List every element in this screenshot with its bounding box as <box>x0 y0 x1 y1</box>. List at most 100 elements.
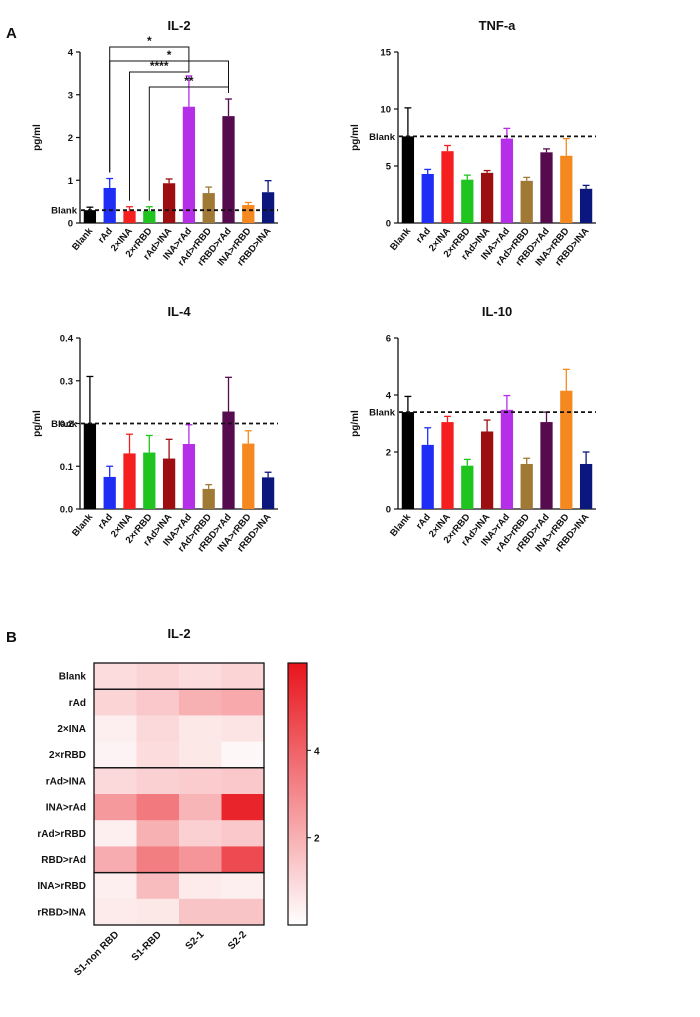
heatmap-cell <box>136 820 180 847</box>
bar-rAd>rRBD <box>202 193 215 223</box>
heatmap-row-label: rAd>INA <box>46 776 86 787</box>
heatmap-cell <box>94 794 137 821</box>
heatmap-cell <box>221 741 265 769</box>
colorbar-tick-label: 4 <box>314 746 320 757</box>
heatmap-cell <box>136 715 180 743</box>
bar-2xINA <box>123 453 136 509</box>
bar-rAd>INA <box>162 183 176 223</box>
significance-label: * <box>147 34 152 48</box>
colorbar <box>287 662 308 926</box>
heatmap-row-label: 2×rRBD <box>49 750 86 761</box>
chart-title: IL-2 <box>167 18 190 33</box>
heatmap-chart: IL-2 Blank rAd 2×INA 2×rRBD rAd>INA INA>rAd rAd… <box>37 626 320 978</box>
y-tick-label: 0.1 <box>60 462 74 473</box>
y-tick-label: 4 <box>386 391 392 402</box>
heatmap-column-label: S2-2 <box>226 929 249 952</box>
significance-label: * <box>167 48 172 62</box>
bar-rAd>INA <box>480 172 494 223</box>
heatmap-cell <box>221 846 265 874</box>
bar-rAd>INA <box>480 431 494 509</box>
blank-reference-label: Blank <box>51 419 78 430</box>
bar-2xrRBD <box>143 211 156 223</box>
heatmap-cell <box>221 820 265 847</box>
heatmap-cell <box>179 846 222 874</box>
bar-INA>rRBD <box>560 155 573 223</box>
heatmap-cell <box>94 689 137 716</box>
heatmap-column-label: S1-non RBD <box>72 929 121 978</box>
heatmap-title: IL-2 <box>167 626 190 641</box>
y-tick-label: 10 <box>380 105 391 116</box>
bar-rAd <box>103 187 116 223</box>
x-tick-label: Blank <box>70 511 96 538</box>
bar-2xrRBD <box>143 452 156 509</box>
y-tick-label: 2 <box>386 448 391 459</box>
bar-rAd>rRBD <box>520 463 533 509</box>
y-tick-label: 5 <box>386 162 392 173</box>
heatmap-row-label: rRBD>INA <box>37 907 86 918</box>
bar-rAd>rRBD <box>520 180 533 223</box>
bar-rRBD>rAd <box>540 422 553 509</box>
bar-2xINA <box>123 211 136 223</box>
heatmap-row-label: rAd <box>69 698 86 709</box>
bar-rRBD>INA <box>261 477 275 509</box>
y-tick-label: 0.4 <box>60 334 74 345</box>
y-axis-label: pg/ml <box>32 410 43 437</box>
heatmap-cell <box>136 898 180 926</box>
bar-blank <box>401 412 415 509</box>
heatmap-row-label: INA>rAd <box>46 803 86 814</box>
heatmap-cell <box>221 715 265 743</box>
bar-2xrRBD <box>461 179 474 223</box>
bar-2xINA <box>441 422 454 509</box>
heatmap-cell <box>179 663 222 690</box>
bar-2xrRBD <box>461 465 474 509</box>
y-tick-label: 0.0 <box>60 505 73 516</box>
x-tick-label: Blank <box>70 225 96 252</box>
bar-rRBD>INA <box>579 463 593 509</box>
y-tick-label: 0 <box>386 219 391 230</box>
chart-title: TNF-a <box>479 18 517 33</box>
heatmap-cell <box>221 898 265 926</box>
bar-rAd>INA <box>162 458 176 509</box>
heatmap-row-label: RBD>rAd <box>41 855 86 866</box>
heatmap-column-label: S1-RBD <box>130 929 164 963</box>
heatmap-cell <box>221 872 265 900</box>
y-tick-label: 1 <box>68 176 74 187</box>
y-axis-label: pg/ml <box>350 410 361 437</box>
bar-rAd <box>103 476 116 509</box>
heatmap-column-label: S2-1 <box>184 929 207 952</box>
y-tick-label: 0 <box>68 219 73 230</box>
heatmap-row-label: Blank <box>59 672 87 683</box>
heatmap-cell <box>94 663 137 690</box>
heatmap-cell <box>94 741 137 769</box>
y-axis-label: pg/ml <box>350 124 361 151</box>
bar-blank <box>401 136 415 223</box>
bar-INA>rAd <box>182 106 196 223</box>
y-axis-label: pg/ml <box>32 124 43 151</box>
bar-INA>rRBD <box>560 390 573 509</box>
bar-INA>rAd <box>182 444 196 509</box>
panel-a-label: A <box>6 25 17 42</box>
heatmap-cell <box>221 689 265 716</box>
heatmap-cell <box>179 820 222 847</box>
bar-INA>rRBD <box>242 205 255 223</box>
significance-bracket <box>129 69 190 201</box>
charts-layer: IL-2 pg/ml 0 1 2 3 4 Blank rAd 2×INA 2×rRBD rAd>INA… <box>32 18 596 978</box>
heatmap-cell <box>179 872 222 900</box>
heatmap-cell <box>136 846 180 874</box>
y-tick-label: 15 <box>380 48 391 59</box>
y-tick-label: 0.2 <box>60 419 73 430</box>
heatmap-row-label: 2×INA <box>57 724 86 735</box>
y-tick-label: 4 <box>68 48 74 59</box>
heatmap-cell <box>221 663 265 690</box>
heatmap-cell <box>179 715 222 743</box>
bar-blank <box>83 210 97 223</box>
heatmap-cell <box>179 689 222 716</box>
heatmap-group-border <box>93 871 265 926</box>
heatmap-cell <box>221 767 265 795</box>
